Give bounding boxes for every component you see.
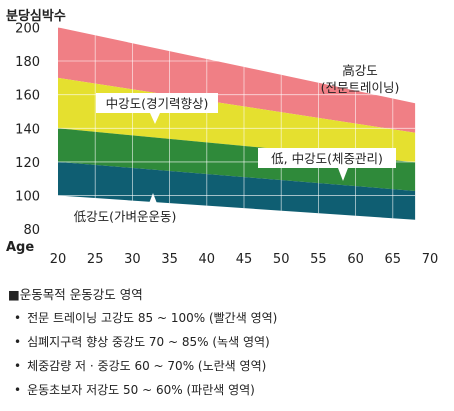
- annotation-box-medium: [96, 93, 218, 113]
- x-tick-label: 35: [161, 252, 178, 267]
- annotation-pointer-low: [148, 193, 158, 206]
- y-axis-label: 분당심박수: [6, 8, 66, 24]
- bullet-icon: •: [14, 311, 22, 325]
- annotation-box-low-medium: [258, 148, 396, 168]
- annotation-medium: 中강도(경기력향상): [106, 96, 209, 111]
- bullet-icon: •: [14, 359, 22, 373]
- legend-item-beginner: • 운동초보자 저강도 50 ~ 60% (파란색 영역): [14, 381, 448, 398]
- legend: ■운동목적 운동강도 영역 • 전문 트레이닝 고강도 85 ~ 100% (빨간…: [8, 284, 448, 405]
- legend-item-text: 체중감량 저 · 중강도 60 ~ 70% (노란색 영역): [27, 359, 267, 373]
- legend-item-text: 운동초보자 저강도 50 ~ 60% (파란색 영역): [27, 383, 255, 397]
- y-tick-label: 140: [15, 122, 40, 137]
- x-tick-label: 20: [50, 252, 67, 267]
- band-0: [58, 27, 416, 133]
- x-tick-label: 65: [385, 252, 402, 267]
- bullet-icon: •: [14, 383, 22, 397]
- x-tick-label: 60: [347, 252, 364, 267]
- legend-item-endurance: • 심폐지구력 향상 중강도 70 ~ 85% (녹색 영역): [14, 333, 448, 350]
- x-tick-label: 55: [310, 252, 327, 267]
- band-2: [58, 128, 416, 191]
- annotation-low: 低강도(가벼운운동): [74, 209, 177, 224]
- annotation-low-medium: 低, 中강도(체중관리): [271, 151, 383, 166]
- x-tick-label: 25: [87, 252, 104, 267]
- annotation-pointer-low-medium: [338, 168, 348, 181]
- band-3: [58, 161, 416, 220]
- x-tick-label: 50: [273, 252, 290, 267]
- heart-rate-zone-chart: 분당심박수 Age 80 100 120 140 160 180 200 20 25 30 35 40 45…: [6, 8, 439, 267]
- y-tick-label: 180: [15, 55, 40, 70]
- y-tick-label: 80: [23, 223, 40, 238]
- x-axis-label: Age: [6, 240, 34, 255]
- legend-title: ■운동목적 운동강도 영역: [8, 287, 143, 302]
- annotation-high: 高강도: [342, 63, 378, 78]
- bullet-icon: •: [14, 335, 22, 349]
- x-tick-label: 70: [422, 252, 439, 267]
- x-tick-label: 40: [199, 252, 216, 267]
- annotation-pointer-medium: [150, 113, 160, 124]
- y-tick-label: 120: [15, 156, 40, 171]
- y-tick-label: 160: [15, 89, 40, 104]
- annotation-high: (전문트레이닝): [321, 80, 400, 95]
- legend-item-text: 심폐지구력 향상 중강도 70 ~ 85% (녹색 영역): [27, 335, 270, 349]
- y-tick-label: 100: [15, 190, 40, 205]
- legend-item-weight-loss: • 체중감량 저 · 중강도 60 ~ 70% (노란색 영역): [14, 357, 448, 374]
- legend-item-text: 전문 트레이닝 고강도 85 ~ 100% (빨간색 영역): [27, 311, 278, 325]
- y-tick-label: 200: [15, 21, 40, 36]
- x-tick-label: 45: [236, 252, 253, 267]
- x-tick-label: 30: [124, 252, 141, 267]
- annotation-box-low: [63, 206, 187, 226]
- legend-item-training: • 전문 트레이닝 고강도 85 ~ 100% (빨간색 영역): [14, 309, 448, 326]
